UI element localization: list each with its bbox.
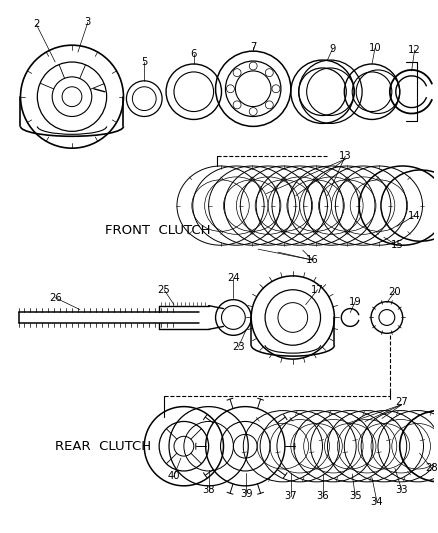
Text: 33: 33 — [396, 485, 408, 495]
Text: 40: 40 — [168, 471, 180, 481]
Text: 37: 37 — [285, 491, 297, 500]
Text: 36: 36 — [316, 491, 329, 500]
Text: 13: 13 — [339, 151, 352, 161]
Text: 26: 26 — [49, 293, 61, 303]
Text: 17: 17 — [311, 285, 324, 295]
Text: 6: 6 — [191, 49, 197, 59]
Text: 3: 3 — [85, 18, 91, 27]
Text: 12: 12 — [408, 45, 421, 55]
Text: 39: 39 — [240, 489, 253, 499]
Text: 23: 23 — [232, 342, 245, 352]
Text: 20: 20 — [389, 287, 401, 297]
Text: REAR  CLUTCH: REAR CLUTCH — [55, 440, 151, 453]
Text: 25: 25 — [158, 285, 170, 295]
Text: 9: 9 — [329, 44, 336, 54]
Text: 2: 2 — [33, 19, 39, 29]
Text: 7: 7 — [250, 42, 256, 52]
Text: 27: 27 — [396, 397, 408, 407]
Text: FRONT  CLUTCH: FRONT CLUTCH — [105, 224, 210, 237]
Text: 38: 38 — [202, 485, 215, 495]
Text: 19: 19 — [349, 297, 361, 306]
Text: 15: 15 — [390, 240, 403, 250]
Text: 28: 28 — [425, 463, 438, 473]
Text: 5: 5 — [141, 57, 148, 67]
Text: 10: 10 — [369, 43, 381, 53]
Text: 14: 14 — [408, 211, 421, 221]
Text: 35: 35 — [349, 491, 361, 500]
Text: 34: 34 — [371, 497, 383, 507]
Text: 16: 16 — [306, 255, 319, 265]
Text: 24: 24 — [227, 273, 240, 283]
